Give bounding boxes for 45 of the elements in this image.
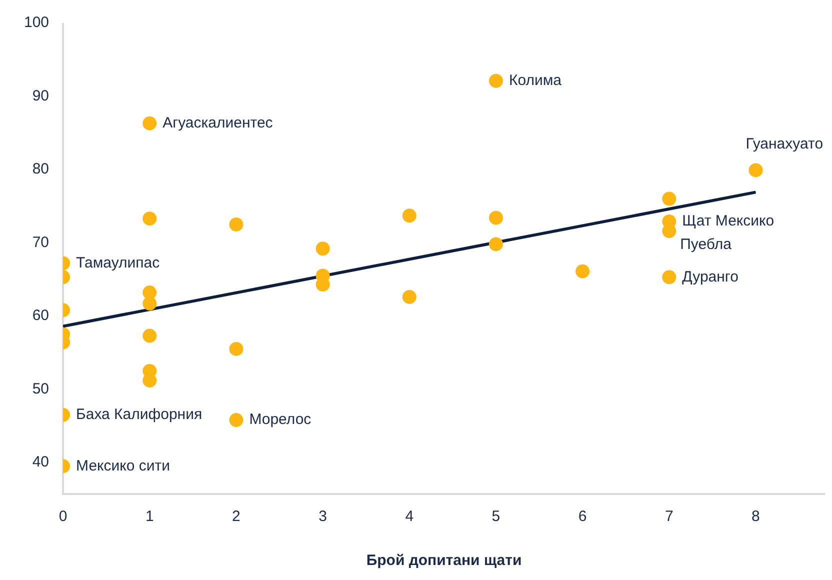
point — [142, 328, 157, 343]
x-tick-label: 6 — [578, 508, 587, 526]
y-tick-label: 50 — [32, 380, 50, 398]
point — [402, 208, 416, 223]
annotation: Дуранго — [682, 268, 738, 286]
point — [316, 242, 330, 256]
point — [748, 163, 763, 178]
point — [488, 74, 503, 88]
x-tick-label: 7 — [664, 508, 674, 526]
y-tick-label: 100 — [24, 14, 50, 32]
point — [662, 224, 676, 238]
y-tick-label: 90 — [32, 87, 50, 104]
x-axis-title: Брой допитани щати — [366, 552, 522, 570]
annotation: Тамаулипас — [76, 254, 160, 272]
point — [662, 192, 676, 206]
annotation: Гуанахуато — [746, 135, 824, 152]
x-tick-label: 0 — [58, 508, 68, 526]
point — [142, 212, 157, 226]
point — [662, 270, 676, 284]
y-tick-label: 70 — [32, 234, 50, 251]
x-tick-label: 5 — [492, 508, 500, 526]
annotation: Пуебла — [680, 236, 732, 254]
point — [142, 116, 157, 130]
x-tick-label: 3 — [318, 508, 327, 526]
annotation: Баха Калифорния — [76, 406, 202, 424]
x-tick-label: 2 — [232, 508, 240, 526]
point — [229, 217, 244, 232]
x-tick-label: 4 — [405, 508, 414, 526]
y-tick-label: 80 — [32, 160, 50, 178]
point — [402, 290, 416, 304]
annotation: Мексико сити — [76, 457, 170, 474]
y-tick-label: 60 — [32, 307, 50, 324]
annotation: Щат Мексико — [682, 212, 774, 230]
annotation: Агуаскалиентес — [162, 114, 274, 132]
point — [229, 342, 244, 356]
annotation: Морелос — [249, 411, 312, 428]
point — [576, 264, 590, 278]
x-tick-label: 8 — [752, 508, 760, 526]
point — [229, 413, 244, 428]
x-tick-label: 1 — [145, 508, 154, 526]
annotation: Колима — [508, 72, 562, 90]
y-tick-label: 40 — [32, 454, 50, 471]
point — [488, 210, 503, 225]
point — [488, 237, 503, 252]
point — [142, 296, 157, 311]
